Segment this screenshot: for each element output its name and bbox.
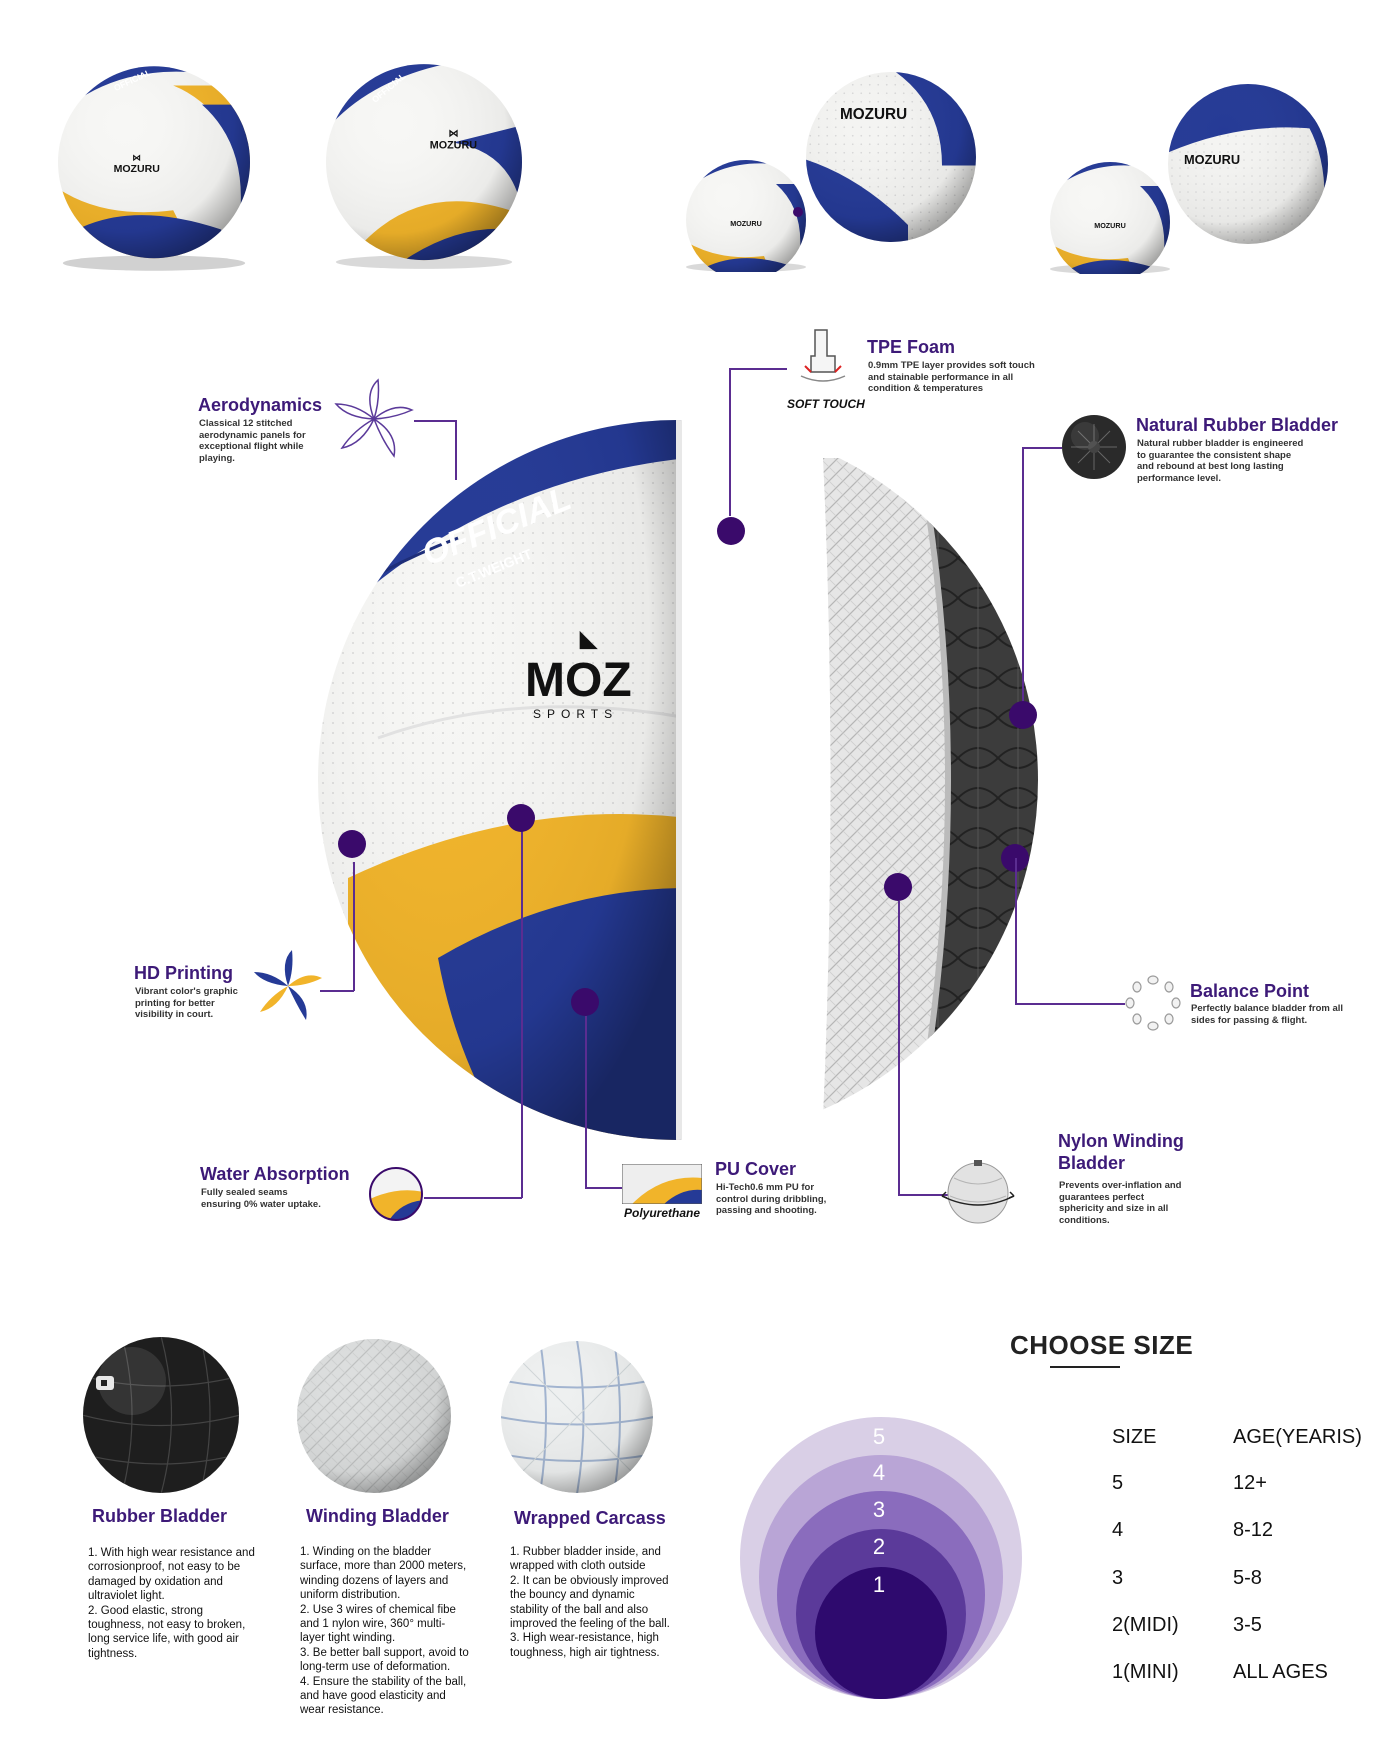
rubber-bladder-photo [83,1337,239,1493]
material-title-winding: Winding Bladder [306,1506,449,1526]
rubber-title: Natural Rubber Bladder [1136,415,1339,435]
svg-text:MOZURU: MOZURU [1094,221,1126,230]
balance-line-h [1015,1003,1125,1005]
nylon-line-h [898,1194,954,1196]
ring-label-2: 2 [872,1534,886,1559]
material-desc-rubber: 1. With high wear resistance and corrosi… [88,1547,255,1660]
age-row-3: 5-8 [1233,1567,1262,1589]
size-row-2: 2(MIDI) [1112,1614,1179,1636]
aero-line-h [414,420,456,422]
pu-title: PU Cover [715,1159,797,1179]
age-row-2: 3-5 [1233,1614,1262,1636]
water-desc: Fully sealed seams ensuring 0% water upt… [201,1187,321,1210]
svg-text:⋈: ⋈ [132,152,141,162]
hd-marker[interactable] [338,830,366,858]
size-row-4: 4 [1112,1519,1124,1541]
ball-brand-text: MOZURU [114,163,160,175]
finger-press-icon [800,329,846,382]
ring-label-5: 5 [872,1424,886,1449]
size-rings-graphic [740,1417,1022,1699]
pu-desc: Hi-Tech0.6 mm PU for control during drib… [716,1182,827,1216]
tpe-caption: SOFT TOUCH [787,397,865,411]
size-title-underline [1050,1366,1120,1368]
aero-line-v [455,420,457,480]
nylon-ball-icon [941,1160,1015,1224]
ball-photo-3[interactable]: MOZURU MOZURU [686,72,986,272]
pu-line-v [585,1016,587,1188]
balance-ring-icon [1125,975,1181,1031]
ball-photo-1[interactable]: ⋈ MOZURU OFFICIAL [58,66,250,272]
pinwheel-outline-icon [334,378,414,458]
aerodynamics-desc: Classical 12 stitched aerodynamic panels… [199,418,306,464]
rubber-desc: Natural rubber bladder is engineered to … [1137,438,1304,484]
material-title-rubber: Rubber Bladder [92,1506,228,1526]
age-row-1: ALL AGES [1233,1661,1328,1683]
size-row-1: 1(MINI) [1112,1661,1179,1683]
ball-photo-4[interactable]: MOZURU MOZURU [1050,84,1350,274]
water-marker[interactable] [507,804,535,832]
pu-line-h [585,1187,623,1189]
pinwheel-color-icon [254,950,322,1020]
aerodynamics-title: Aerodynamics [198,395,323,415]
tpe-title: TPE Foam [867,337,956,357]
water-line-h [424,1197,522,1199]
material-title-wrapped: Wrapped Carcass [514,1508,666,1528]
size-row-3: 3 [1112,1567,1124,1589]
tpe-line-h [729,368,787,370]
hd-line-h [320,990,354,992]
nylon-title: Nylon Winding Bladder [1058,1131,1184,1173]
rubber-marker[interactable] [1009,701,1037,729]
material-desc-wrapped: 1. Rubber bladder inside, and wrapped wi… [510,1546,670,1659]
rubber-bladder-icon [1062,415,1126,479]
winding-bladder-photo [297,1339,451,1493]
ring-label-3: 3 [872,1497,886,1522]
pu-marker[interactable] [571,988,599,1016]
age-row-4: 8-12 [1233,1519,1274,1541]
hd-line-v [353,862,355,991]
size-row-5: 5 [1112,1472,1124,1494]
svg-text:MOZURU: MOZURU [730,219,762,228]
ball-photo-2[interactable]: ⋈ MOZURU OFFICIAL [326,64,522,270]
ring-size-1 [815,1567,947,1699]
water-title: Water Absorption [200,1164,350,1184]
wrapped-carcass-photo [501,1341,653,1493]
nylon-desc: Prevents over-inflation and guarantees p… [1059,1180,1182,1226]
material-desc-winding: 1. Winding on the bladder surface, more … [300,1546,469,1717]
water-line-v [521,820,523,1198]
hd-desc: Vibrant color's graphic printing for bet… [135,986,238,1020]
svg-text:◣: ◣ [579,626,598,651]
svg-text:MOZURU: MOZURU [1184,152,1240,167]
pu-caption: Polyurethane [624,1206,701,1220]
svg-text:SPORTS: SPORTS [533,707,618,721]
rubber-line-v [1022,447,1024,715]
age-header: AGE(YEARIS) [1233,1426,1362,1448]
size-header: SIZE [1112,1426,1157,1448]
svg-text:MOZ: MOZ [525,654,632,707]
pu-swatch-icon [622,1164,702,1204]
svg-text:⋈: ⋈ [449,129,459,140]
tpe-marker[interactable] [717,517,745,545]
nylon-line-v [898,901,900,1195]
size-chart-title: CHOOSE SIZE [1010,1330,1194,1360]
age-row-5: 12+ [1233,1472,1267,1494]
tpe-line-v [729,368,731,516]
ball-cutaway: OFFICIAL C.T.WEIGHT ◣ MOZ SPORTS [318,420,1038,1140]
water-panel-icon [369,1167,423,1221]
rubber-line-h [1022,447,1062,449]
ring-label-4: 4 [872,1460,886,1485]
hd-title: HD Printing [134,963,233,983]
ring-label-1: 1 [872,1572,886,1597]
balance-line-v [1015,858,1017,1003]
nylon-marker[interactable] [884,873,912,901]
balance-title: Balance Point [1190,981,1310,1001]
tpe-desc: 0.9mm TPE layer provides soft touch and … [868,360,1035,394]
svg-text:MOZURU: MOZURU [840,106,907,123]
balance-desc: Perfectly balance bladder from all sides… [1191,1003,1344,1026]
svg-text:MOZURU: MOZURU [430,139,477,151]
